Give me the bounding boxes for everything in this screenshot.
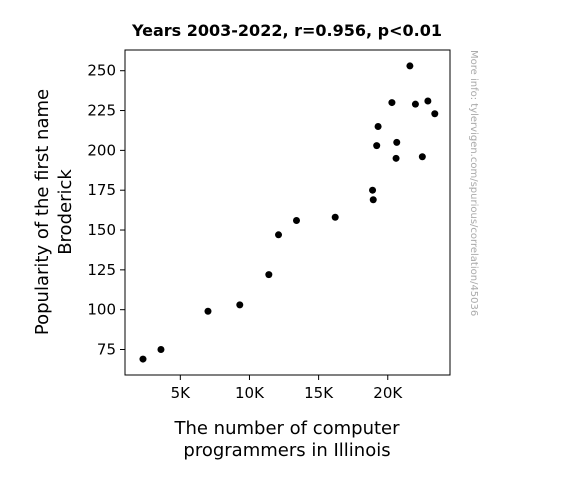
data-points [139,62,439,363]
x-tick-label: 5K [171,384,192,402]
x-tick-label: 10K [235,384,265,402]
y-axis-label-line-1: Popularity of the first name [32,89,53,335]
data-point [331,213,339,221]
y-tick-label: 150 [87,221,116,239]
y-tick-label: 225 [87,102,116,120]
data-point [369,196,377,204]
data-point [204,307,212,315]
x-tick-label: 15K [304,384,334,402]
data-point [406,62,414,70]
data-point [411,100,419,108]
data-point [373,142,381,150]
data-point [418,153,426,161]
source-note: More info: tylervigen.com/spurious/corre… [468,50,479,316]
data-point [369,186,377,194]
data-point [157,346,165,354]
y-axis: 75 100 125 150 175 200 225 250 [87,62,125,359]
data-point [139,355,147,363]
y-tick-label: 250 [87,62,116,80]
data-point [393,138,401,146]
x-axis: 5K 10K 15K 20K [171,375,403,402]
plot-area [124,49,451,376]
data-point [292,216,300,224]
data-point [374,122,382,130]
data-point [424,97,432,105]
y-tick-label: 100 [87,301,116,319]
y-tick-label: 200 [87,141,116,159]
data-point [388,99,396,107]
data-point [431,110,439,118]
data-point [392,154,400,162]
x-axis-label-line-2: programmers in Illinois [183,440,390,461]
y-tick-label: 75 [97,341,116,359]
data-point [236,301,244,309]
y-tick-label: 125 [87,261,116,279]
data-point [275,231,283,239]
y-tick-label: 175 [87,181,116,199]
y-axis-label-line-2: Broderick [55,169,76,255]
chart-title: Years 2003-2022, r=0.956, p<0.01 [131,21,442,40]
x-axis-label-line-1: The number of computer [173,418,400,439]
x-tick-label: 20K [373,384,403,402]
data-point [265,271,273,279]
